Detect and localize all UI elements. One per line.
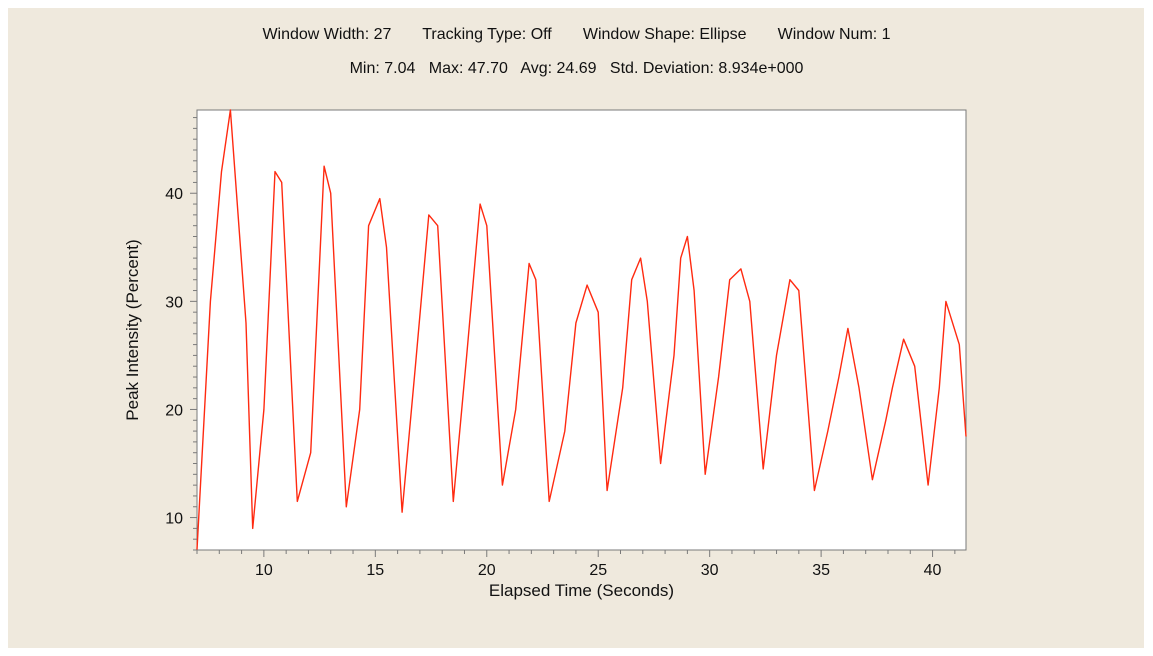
y-axis-title: Peak Intensity (Percent)	[123, 239, 142, 420]
y-tick-label: 30	[165, 294, 183, 311]
x-tick-label: 35	[812, 562, 830, 579]
window-width-label: Window Width: 27	[262, 26, 392, 43]
y-tick-label: 40	[165, 186, 183, 203]
x-tick-label: 10	[255, 562, 273, 579]
tick-labels: 10 15 20 25 30 35 40 10 20 30 40	[165, 186, 941, 579]
y-tick-label: 20	[165, 402, 183, 419]
window-info-line: Window Width: 27 Tracking Type: Off Wind…	[0, 26, 1153, 44]
x-axis-title: Elapsed Time (Seconds)	[489, 581, 674, 600]
window-num-label: Window Num: 1	[777, 26, 891, 43]
plot-area	[196, 109, 967, 551]
max-label: Max: 47.70	[428, 60, 508, 77]
x-tick-label: 20	[478, 562, 496, 579]
min-label: Min: 7.04	[349, 60, 416, 77]
x-tick-label: 40	[924, 562, 942, 579]
window-shape-label: Window Shape: Ellipse	[582, 26, 747, 43]
y-tick-label: 10	[165, 511, 183, 528]
std-deviation-label: Std. Deviation: 8.934e+000	[609, 60, 804, 77]
x-tick-label: 15	[366, 562, 384, 579]
x-tick-label: 25	[589, 562, 607, 579]
x-tick-label: 30	[701, 562, 719, 579]
statistics-line: Min: 7.04 Max: 47.70 Avg: 24.69 Std. Dev…	[0, 60, 1153, 78]
series-line-peak-intensity	[196, 109, 967, 550]
tracking-type-label: Tracking Type: Off	[422, 26, 552, 43]
avg-label: Avg: 24.69	[520, 60, 597, 77]
axis-ticks	[190, 117, 956, 557]
